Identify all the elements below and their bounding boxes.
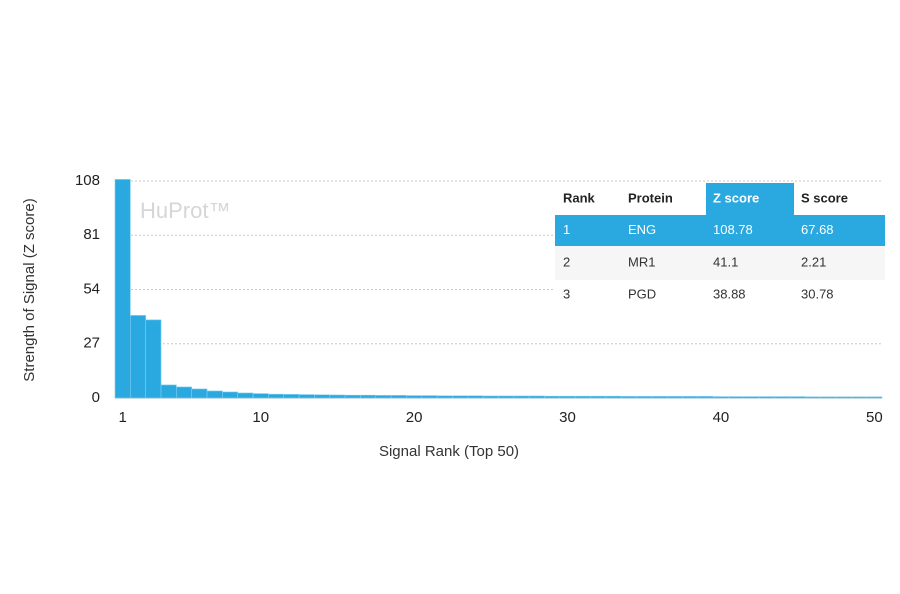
y-tick-label: 81 xyxy=(83,226,100,243)
x-tick-label: 20 xyxy=(406,409,423,426)
bar xyxy=(329,394,346,399)
bar xyxy=(544,395,561,399)
bar xyxy=(114,179,131,399)
bar xyxy=(866,396,883,399)
y-tick-label: 0 xyxy=(92,389,100,406)
bar xyxy=(804,396,821,399)
x-tick-label: 40 xyxy=(713,409,730,426)
bar xyxy=(728,396,745,399)
bar xyxy=(590,395,607,399)
bar xyxy=(789,396,806,399)
y-tick-label: 54 xyxy=(83,280,100,297)
bar xyxy=(620,396,637,399)
bar xyxy=(390,395,407,399)
watermark: HuProt™ xyxy=(140,198,230,223)
bar xyxy=(237,392,254,399)
bar xyxy=(513,395,530,399)
bar xyxy=(283,394,300,399)
y-tick-label: 108 xyxy=(75,172,100,189)
bar xyxy=(851,396,867,399)
bar xyxy=(482,395,499,399)
bar xyxy=(636,396,653,399)
x-tick-label: 30 xyxy=(559,409,576,426)
bar xyxy=(528,395,545,399)
bar xyxy=(452,395,469,399)
table-cell: MR1 xyxy=(628,254,655,269)
bar xyxy=(176,386,193,399)
x-tick-label: 50 xyxy=(866,409,883,426)
table-header: Protein xyxy=(628,190,673,205)
bar xyxy=(344,394,361,399)
y-axis-label: Strength of Signal (Z score) xyxy=(21,198,38,381)
table-cell: 3 xyxy=(563,286,570,301)
x-tick-label: 10 xyxy=(252,409,269,426)
bar xyxy=(758,396,775,399)
table-cell: 1 xyxy=(563,222,570,237)
bar xyxy=(666,396,683,399)
table-cell: 67.68 xyxy=(801,222,834,237)
bar xyxy=(697,396,714,399)
bar xyxy=(574,395,591,399)
y-tick-label: 27 xyxy=(83,335,100,352)
bar xyxy=(160,384,177,399)
x-tick-label: 1 xyxy=(118,409,126,426)
bar xyxy=(436,395,453,399)
bar xyxy=(743,396,760,399)
x-axis-label: Signal Rank (Top 50) xyxy=(379,443,519,460)
table-cell: 38.88 xyxy=(713,286,746,301)
bar xyxy=(605,395,622,399)
table-row-highlight xyxy=(555,215,885,246)
table-cell: 2.21 xyxy=(801,254,826,269)
bar xyxy=(498,395,515,399)
bar xyxy=(375,395,392,399)
table-cell: ENG xyxy=(628,222,656,237)
table-cell: 2 xyxy=(563,254,570,269)
bar xyxy=(206,390,223,399)
table-header: Rank xyxy=(563,190,596,205)
table-header: Z score xyxy=(713,190,759,205)
table-cell: 41.1 xyxy=(713,254,738,269)
bar xyxy=(298,394,315,399)
bar xyxy=(314,394,331,399)
bar xyxy=(835,396,852,399)
bar xyxy=(651,396,668,399)
bar xyxy=(360,394,377,399)
bar xyxy=(820,396,837,399)
bar xyxy=(406,395,423,399)
bar xyxy=(145,319,162,399)
table-row-stripe xyxy=(555,246,885,280)
bar xyxy=(222,391,239,399)
bar xyxy=(774,396,791,399)
bar xyxy=(421,395,438,399)
bar xyxy=(252,393,269,399)
table-column-highlight xyxy=(706,183,794,215)
bar xyxy=(682,396,699,399)
bar xyxy=(268,393,285,399)
bar xyxy=(130,315,146,399)
bar xyxy=(712,396,729,399)
table-cell: PGD xyxy=(628,286,656,301)
bar xyxy=(191,388,208,399)
bar xyxy=(559,395,576,399)
table-cell: 30.78 xyxy=(801,286,834,301)
table-header: S score xyxy=(801,190,848,205)
table-cell: 108.78 xyxy=(713,222,753,237)
bar xyxy=(467,395,484,399)
